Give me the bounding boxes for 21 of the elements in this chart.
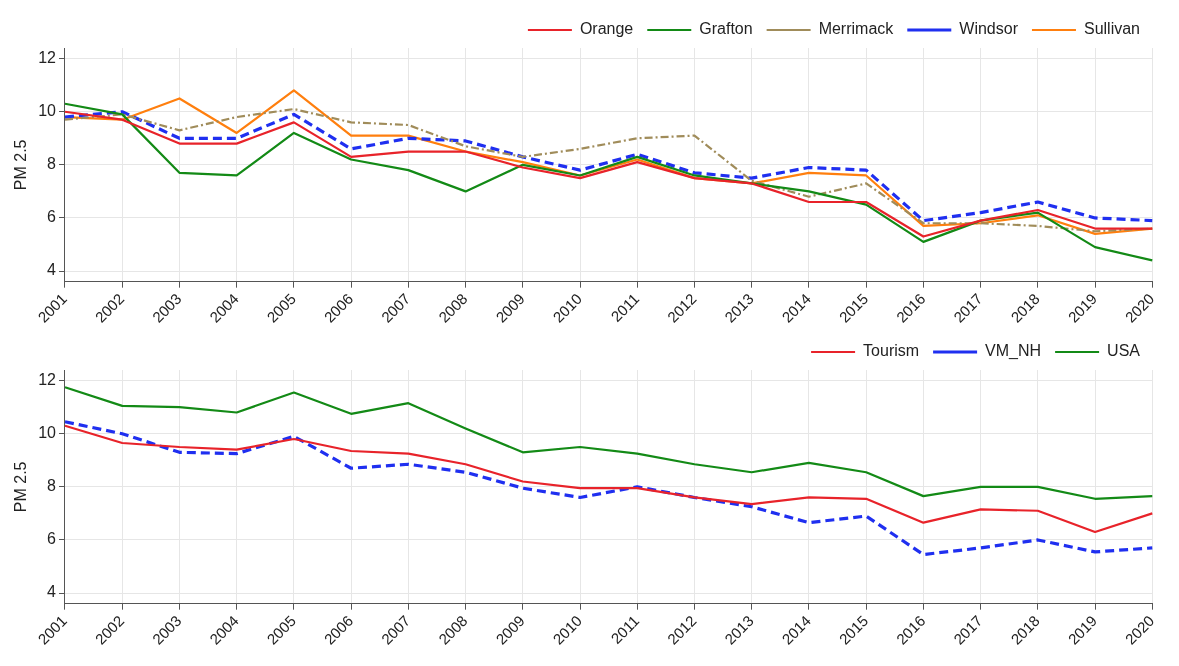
- y-tick-label: 8: [47, 477, 57, 495]
- legend-label: Sullivan: [1083, 20, 1140, 38]
- y-axis-title: PM 2.5: [12, 461, 30, 513]
- y-tick-label: 6: [47, 208, 57, 226]
- y-tick-label: 12: [38, 49, 57, 67]
- legend-label: Windsor: [959, 20, 1019, 38]
- y-tick-label: 8: [47, 155, 57, 173]
- legend-label: VM_NH: [985, 342, 1042, 361]
- y-tick-label: 4: [47, 261, 57, 279]
- line-series: [63, 420, 1154, 557]
- y-tick-label: 6: [47, 530, 57, 548]
- legend-label: Grafton: [699, 20, 753, 38]
- y-tick-label: 10: [38, 102, 57, 120]
- legend-label: Tourism: [863, 342, 920, 360]
- y-tick-label: 10: [38, 424, 57, 442]
- y-tick-label: 12: [38, 371, 57, 389]
- legend-label: Merrimack: [818, 20, 895, 38]
- y-tick-label: 4: [47, 583, 57, 601]
- legend-label: USA: [1107, 342, 1141, 360]
- y-axis-title: PM 2.5: [12, 139, 30, 191]
- legend-label: Orange: [579, 20, 634, 38]
